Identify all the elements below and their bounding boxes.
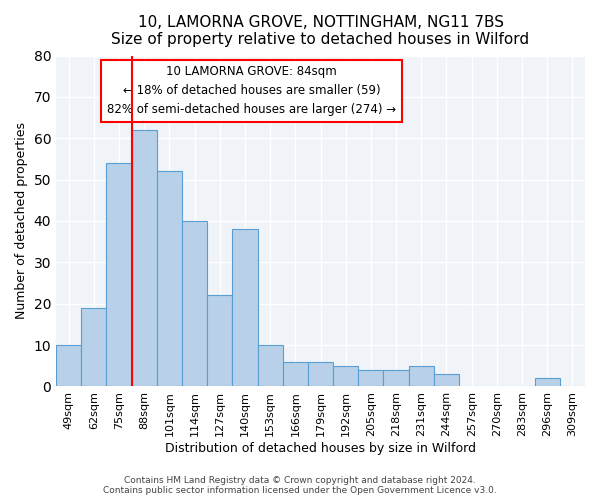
Bar [308, 362, 333, 386]
Bar [131, 130, 157, 386]
Bar [409, 366, 434, 386]
Title: 10, LAMORNA GROVE, NOTTINGHAM, NG11 7BS
Size of property relative to detached ho: 10, LAMORNA GROVE, NOTTINGHAM, NG11 7BS … [112, 15, 530, 48]
Text: Contains HM Land Registry data © Crown copyright and database right 2024.
Contai: Contains HM Land Registry data © Crown c… [103, 476, 497, 495]
Bar [207, 296, 232, 386]
Y-axis label: Number of detached properties: Number of detached properties [15, 122, 28, 320]
Bar [232, 230, 257, 386]
Bar [81, 308, 106, 386]
Bar [383, 370, 409, 386]
Text: 10 LAMORNA GROVE: 84sqm
← 18% of detached houses are smaller (59)
82% of semi-de: 10 LAMORNA GROVE: 84sqm ← 18% of detache… [107, 66, 397, 116]
Bar [283, 362, 308, 386]
Bar [157, 172, 182, 386]
Bar [56, 345, 81, 387]
Bar [434, 374, 459, 386]
Bar [257, 345, 283, 387]
Bar [333, 366, 358, 386]
Bar [182, 221, 207, 386]
Bar [358, 370, 383, 386]
Bar [106, 163, 131, 386]
X-axis label: Distribution of detached houses by size in Wilford: Distribution of detached houses by size … [165, 442, 476, 455]
Bar [535, 378, 560, 386]
